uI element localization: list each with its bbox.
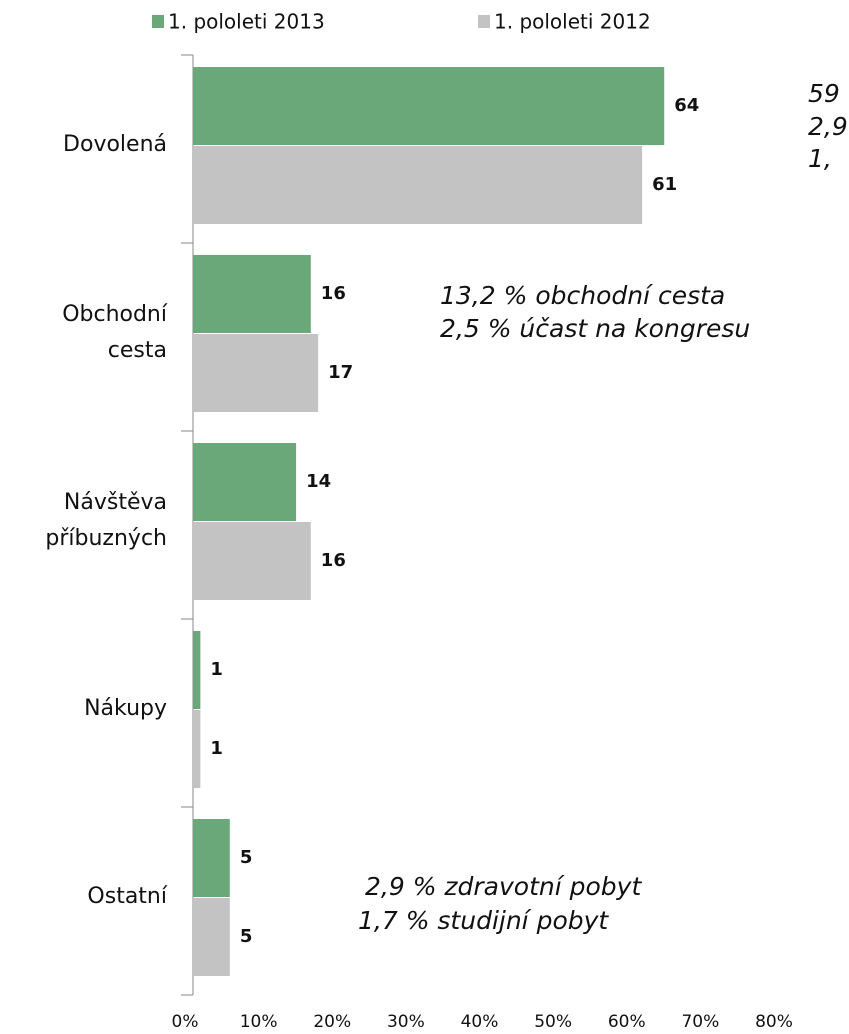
- annotation: 1,: [808, 144, 832, 173]
- annotation: 59: [808, 79, 840, 108]
- x-tick-label: 50%: [534, 1012, 572, 1032]
- data-label: 64: [674, 95, 699, 116]
- category-label: Obchodní cesta: [62, 302, 168, 363]
- x-tick-label: 70%: [681, 1012, 719, 1032]
- data-label: 17: [328, 362, 353, 383]
- category-label: Dovolená: [63, 132, 167, 157]
- legend-label: 1. pololeti 2013: [168, 10, 325, 34]
- bar: [193, 819, 230, 897]
- data-label: 16: [321, 283, 346, 304]
- category-label: Nákupy: [84, 696, 167, 721]
- bar: [193, 334, 319, 412]
- bar: [193, 710, 201, 788]
- bar: [193, 255, 311, 333]
- bar: [193, 898, 230, 976]
- bar: [193, 443, 297, 521]
- x-tick-label: 30%: [387, 1012, 425, 1032]
- annotation: 1,7 % studijní pobyt: [358, 906, 609, 935]
- annotation: 2,9: [808, 112, 848, 141]
- bar: [193, 631, 201, 709]
- annotation: 13,2 % obchodní cesta: [440, 281, 725, 310]
- category-label: Návštěva příbuzných: [45, 490, 167, 551]
- x-tick-label: 40%: [461, 1012, 499, 1032]
- x-tick-label: 20%: [313, 1012, 351, 1032]
- x-tick-label: 0%: [172, 1012, 199, 1032]
- data-label: 1: [210, 659, 223, 680]
- annotation: 2,9 % zdravotní pobyt: [365, 872, 642, 901]
- data-label: 61: [652, 174, 677, 195]
- data-label: 16: [321, 550, 346, 571]
- data-label: 5: [240, 926, 253, 947]
- bar: [193, 522, 311, 600]
- bar: [193, 146, 643, 224]
- data-label: 5: [240, 847, 253, 868]
- bar: [193, 67, 665, 145]
- category-label: Ostatní: [87, 884, 167, 909]
- x-tick-label: 60%: [608, 1012, 646, 1032]
- data-label: 1: [210, 738, 223, 759]
- data-label: 14: [306, 471, 331, 492]
- legend-swatch: [152, 15, 164, 28]
- x-tick-label: 10%: [240, 1012, 278, 1032]
- legend-label: 1. pololeti 2012: [494, 10, 651, 34]
- x-tick-label: 80%: [755, 1012, 793, 1032]
- legend-swatch: [478, 15, 490, 28]
- annotation: 2,5 % účast na kongresu: [440, 314, 750, 343]
